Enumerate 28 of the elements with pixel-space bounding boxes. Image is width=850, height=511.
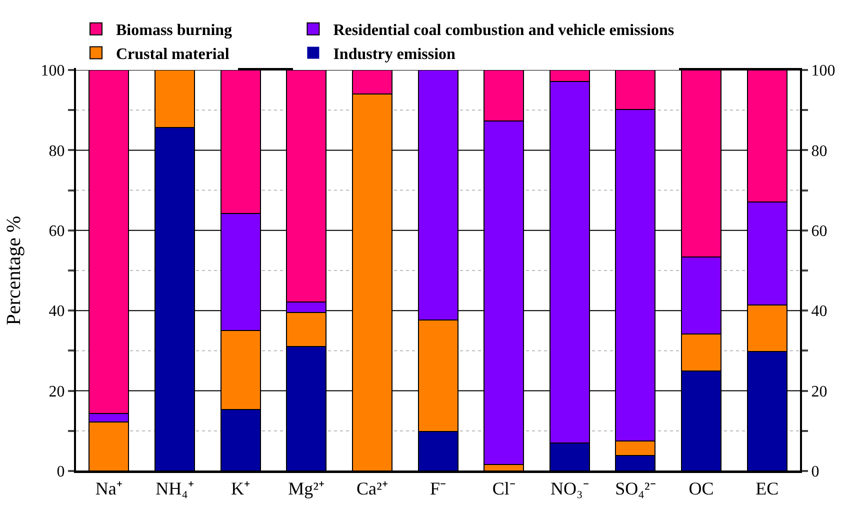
y2-tick-label: 80: [811, 142, 828, 160]
x-tick-label: Ca²⁺: [356, 478, 388, 499]
y-axis-title: Percentage %: [2, 216, 25, 326]
x-tick-label: NH₄⁺: [156, 478, 194, 499]
y2-tick-label: 20: [811, 383, 828, 400]
x-tick-label: K⁺: [231, 478, 250, 499]
y-tick-label: 20: [48, 383, 65, 400]
y-tick-label: 0: [56, 464, 65, 481]
x-tick-label: NO₃⁻: [550, 478, 589, 499]
y2-tick-label: 60: [811, 223, 828, 240]
legend-label: Industry emission: [333, 46, 456, 63]
x-tick-label: F⁻: [430, 478, 446, 499]
legend-label: Residential coal combustion and vehicle emissions: [333, 22, 674, 40]
y2-tick-label: 100: [811, 62, 836, 80]
y2-tick-label: 40: [811, 303, 828, 320]
y-tick-label: 80: [48, 142, 65, 160]
y-tick-label: 100: [40, 62, 65, 80]
x-tick-label: Na⁺: [95, 478, 122, 499]
x-tick-label: Mg²⁺: [288, 478, 325, 499]
y-tick-label: 40: [48, 303, 65, 320]
x-tick-label: SO₄²⁻: [615, 478, 656, 499]
x-tick-label: EC: [756, 478, 779, 499]
x-tick-label: OC: [688, 478, 714, 499]
legend-label: Crustal material: [116, 46, 230, 63]
legend-label: Biomass burning: [116, 22, 232, 40]
x-tick-label: Cl⁻: [492, 478, 516, 499]
y-tick-label: 60: [48, 223, 65, 240]
y2-tick-label: 0: [811, 464, 820, 481]
